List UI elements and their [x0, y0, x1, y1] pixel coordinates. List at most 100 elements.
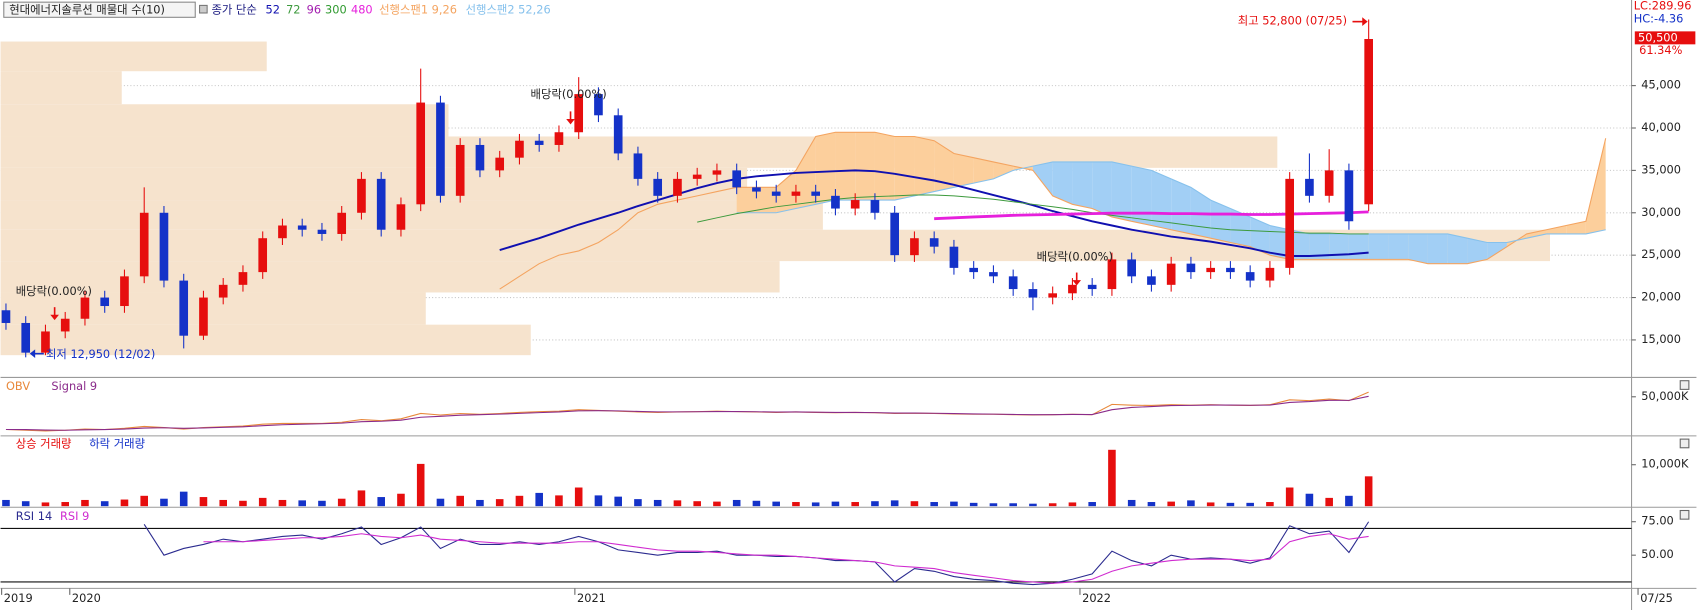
volume-bar: [1325, 497, 1333, 507]
lc-label: LC:289.96: [1634, 0, 1692, 12]
volume-bar: [535, 492, 543, 507]
annotation-arrowhead: [50, 314, 59, 321]
series-line: [203, 533, 1369, 584]
high-arrowhead: [1362, 17, 1368, 26]
cloud-segment: [1427, 233, 1448, 264]
candle-body: [60, 318, 70, 332]
candle-body: [1127, 259, 1137, 277]
volume-bar: [555, 495, 563, 507]
series-line: [499, 169, 1369, 257]
legend-entry: 선행스팬1 9,26: [379, 2, 457, 16]
candle-body: [436, 102, 445, 196]
volume-bar: [792, 502, 800, 507]
volume-bar: [1305, 493, 1314, 507]
volume-bar: [1088, 502, 1096, 507]
candle-body: [515, 140, 524, 158]
candle-body: [811, 191, 821, 196]
volume-bar: [1187, 500, 1195, 507]
volume-bar: [1167, 501, 1175, 507]
candle-body: [890, 212, 900, 256]
volume-bar: [219, 499, 227, 507]
volume-bar: [337, 498, 346, 507]
candle-body: [179, 280, 189, 336]
candle-body: [317, 229, 327, 234]
volume-bar: [515, 495, 524, 507]
volume-bar: [950, 501, 958, 507]
cloud-segment: [1585, 138, 1606, 234]
cloud-segment: [1368, 233, 1389, 260]
volume-bar: [160, 498, 168, 507]
cloud-segment: [1210, 200, 1231, 243]
y-tick-label: 50,000K: [1641, 389, 1689, 403]
volume-bar: [61, 502, 69, 507]
cloud-segment: [1329, 233, 1349, 260]
annotation-arrowhead: [566, 118, 575, 125]
x-tick-label: 2019: [4, 591, 33, 605]
volume-bar: [1009, 503, 1017, 507]
candle-body: [653, 178, 663, 196]
cloud-segment: [1467, 238, 1488, 264]
legend-icon: [199, 4, 208, 14]
low-arrowhead: [29, 349, 36, 358]
legend-entry: 선행스팬2 52,26: [466, 2, 551, 16]
candle-body: [752, 187, 761, 192]
volume-bar: [1206, 502, 1215, 507]
cloud-segment: [1171, 178, 1191, 234]
candle-body: [357, 178, 366, 213]
volume-bar: [1266, 502, 1274, 507]
candle-body: [1324, 170, 1334, 196]
volume-bar: [811, 502, 820, 507]
cloud-segment: [1269, 225, 1290, 260]
candle-body: [80, 297, 90, 319]
y-tick-label: 50.00: [1641, 547, 1673, 561]
candle-body: [1087, 284, 1097, 290]
cloud-segment: [934, 140, 954, 192]
cloud-segment: [894, 136, 915, 201]
panel-icon: [1679, 380, 1690, 390]
legend-entry: RSI 9: [60, 509, 89, 523]
chart-title: 현대에너지솔루션 매물대 수(10): [9, 2, 165, 16]
volume-bar: [693, 501, 701, 507]
candle-body: [969, 267, 979, 273]
candle-body: [594, 94, 603, 116]
volume-bar: [890, 500, 899, 507]
candle-body: [534, 140, 544, 145]
volume-bar: [21, 501, 30, 507]
volume-bar: [614, 496, 622, 507]
cloud-segment: [1230, 208, 1251, 247]
high-label: 최고 52,800 (07/25): [1238, 14, 1347, 28]
candle-body: [1245, 272, 1255, 281]
candle-body: [712, 170, 722, 175]
cloud-segment: [1348, 233, 1369, 260]
volume-bar: [397, 493, 405, 507]
volume-bar: [594, 495, 603, 507]
volume-bar: [673, 500, 682, 507]
cloud-segment: [1052, 161, 1073, 205]
legend-entry: 하락 거래량: [89, 437, 145, 451]
candle-body: [1265, 267, 1275, 281]
volume-bar: [199, 497, 208, 507]
cloud-segment: [1111, 161, 1132, 222]
series-line: [934, 210, 1369, 221]
cloud-segment: [1092, 161, 1112, 218]
cloud-segment: [914, 136, 935, 196]
candle-body: [258, 238, 268, 273]
candle-body: [297, 225, 307, 230]
volume-bar: [732, 499, 741, 507]
volume-profile-bar: [0, 167, 748, 201]
candle-body: [278, 225, 287, 239]
volume-bar: [634, 499, 642, 507]
volume-bar: [100, 501, 109, 507]
volume-bar: [653, 499, 662, 507]
candle-body: [100, 297, 110, 307]
x-tick-label: 07/25: [1640, 591, 1673, 605]
volume-bar: [495, 499, 504, 507]
candle-body: [929, 238, 939, 247]
volume-bar: [258, 497, 267, 507]
volume-bar: [476, 499, 484, 507]
cloud-segment: [1447, 233, 1468, 264]
volume-profile-bar: [0, 261, 780, 293]
candle-body: [1166, 263, 1176, 285]
candle-body: [1305, 178, 1314, 196]
